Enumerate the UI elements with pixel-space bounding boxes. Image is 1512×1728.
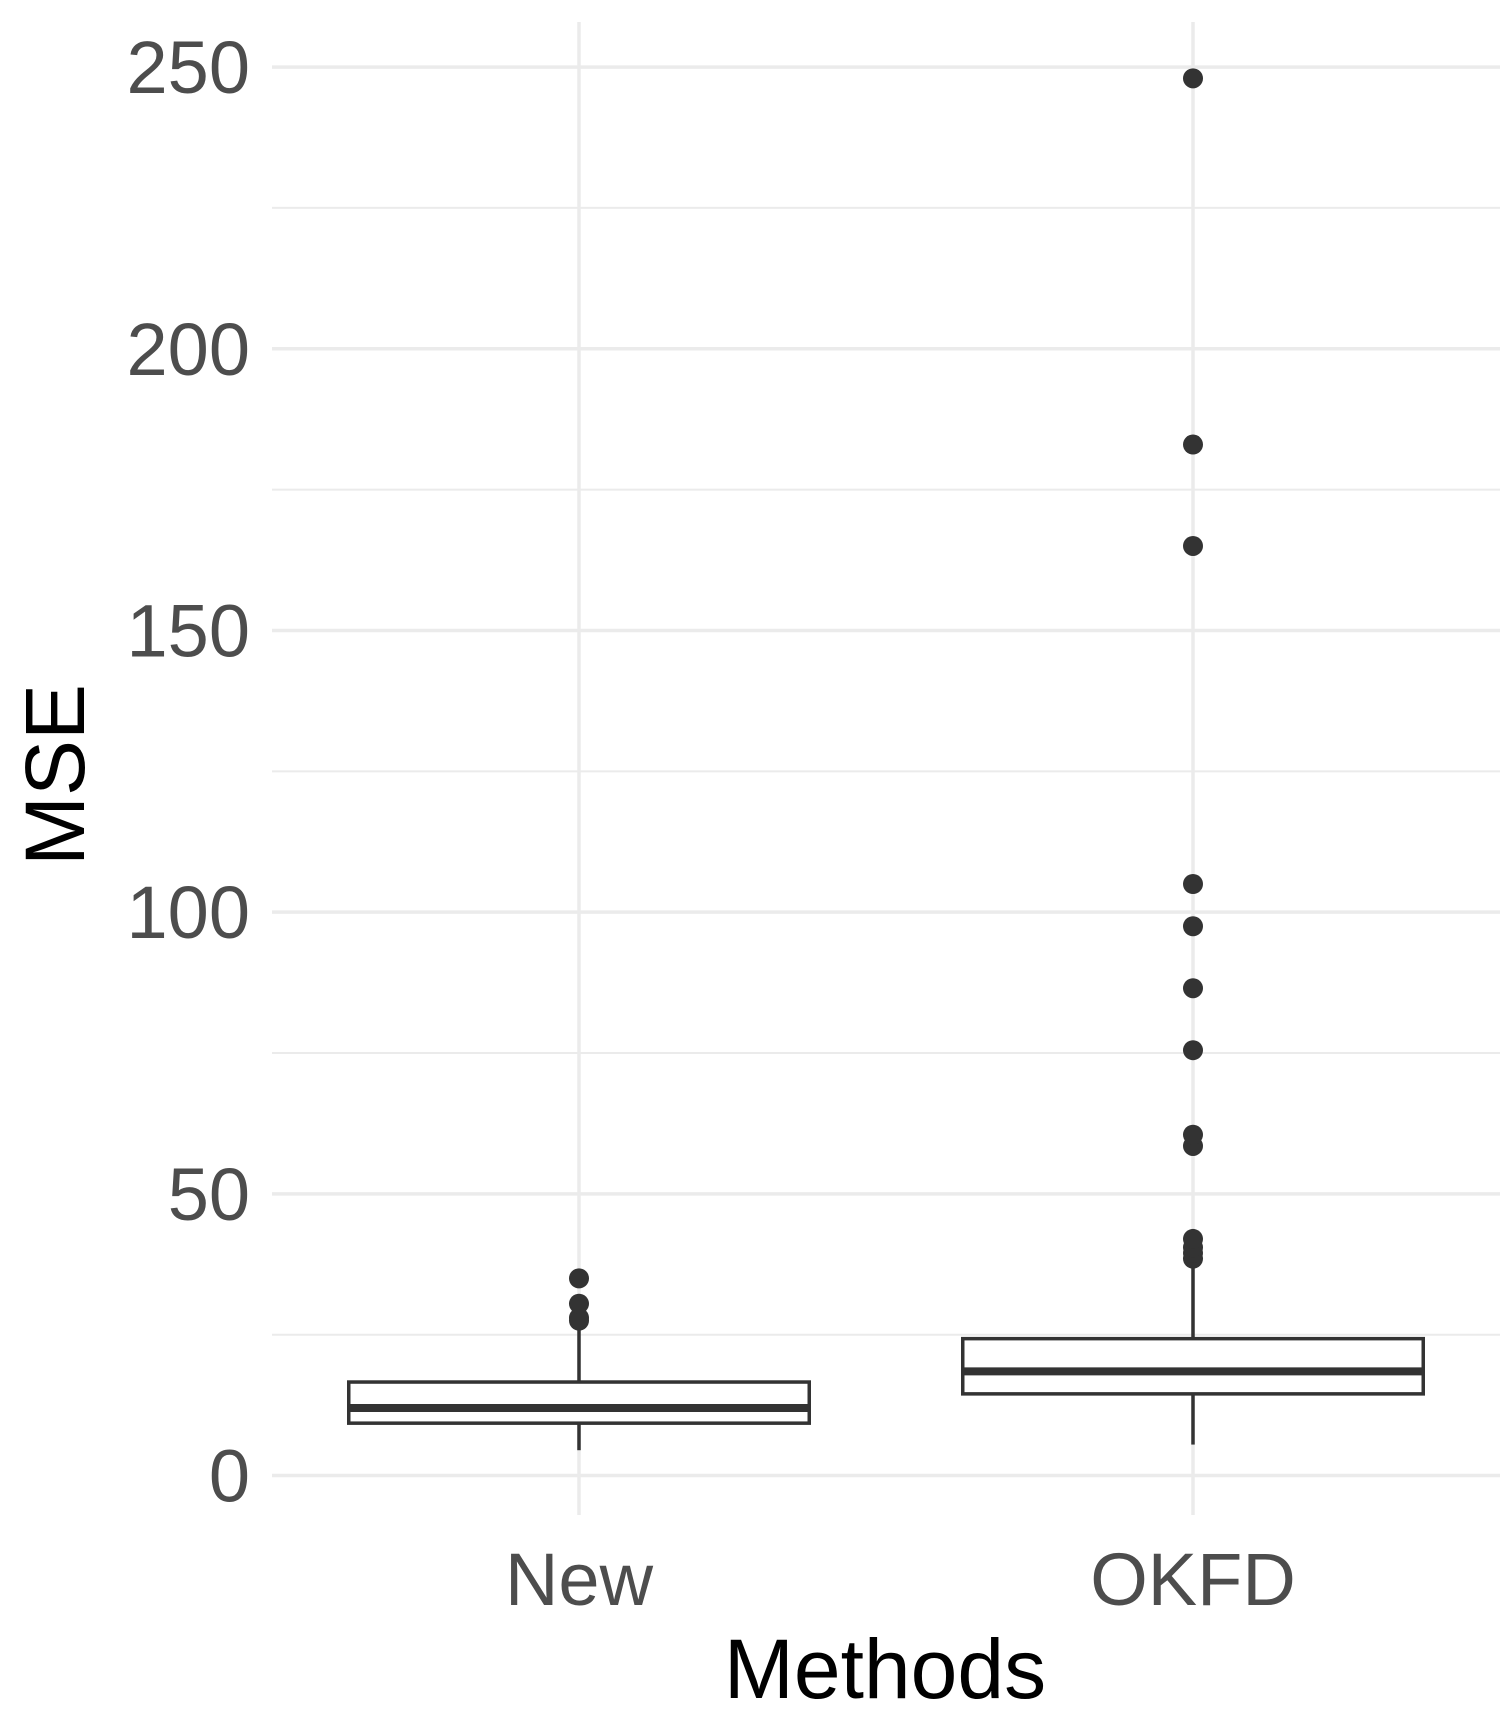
x-axis-ticks: New OKFD: [505, 1538, 1296, 1621]
grid-layer: [272, 22, 1500, 1515]
y-tick-label: 200: [127, 308, 250, 391]
outlier-point: [1183, 916, 1203, 937]
outlier-point: [569, 1307, 589, 1328]
outlier-point: [1183, 978, 1203, 999]
outlier-point: [1183, 68, 1203, 89]
y-tick-label: 250: [127, 26, 250, 109]
x-tick-label: OKFD: [1090, 1538, 1296, 1621]
boxplot-new: [347, 1268, 811, 1451]
marks-layer: [347, 68, 1425, 1451]
outlier-point: [569, 1293, 589, 1314]
y-axis-title: MSE: [8, 684, 102, 866]
y-tick-label: 0: [209, 1435, 250, 1518]
outlier-point: [1183, 535, 1203, 556]
x-axis-title: Methods: [724, 1622, 1046, 1716]
outlier-point: [1183, 434, 1203, 455]
outlier-point: [569, 1268, 589, 1289]
y-tick-label: 50: [168, 1153, 250, 1236]
box-iqr: [347, 1380, 811, 1425]
boxplot-okfd: [961, 68, 1425, 1445]
outlier-point: [1183, 1124, 1203, 1145]
outlier-point: [1183, 1040, 1203, 1061]
outlier-point: [1183, 1228, 1203, 1249]
y-tick-label: 100: [127, 871, 250, 954]
y-axis-ticks: 0 50 100 150 200 250: [127, 26, 250, 1517]
outlier-point: [1183, 873, 1203, 894]
y-tick-label: 150: [127, 589, 250, 672]
box-iqr: [961, 1336, 1425, 1396]
x-tick-label: New: [505, 1538, 654, 1621]
